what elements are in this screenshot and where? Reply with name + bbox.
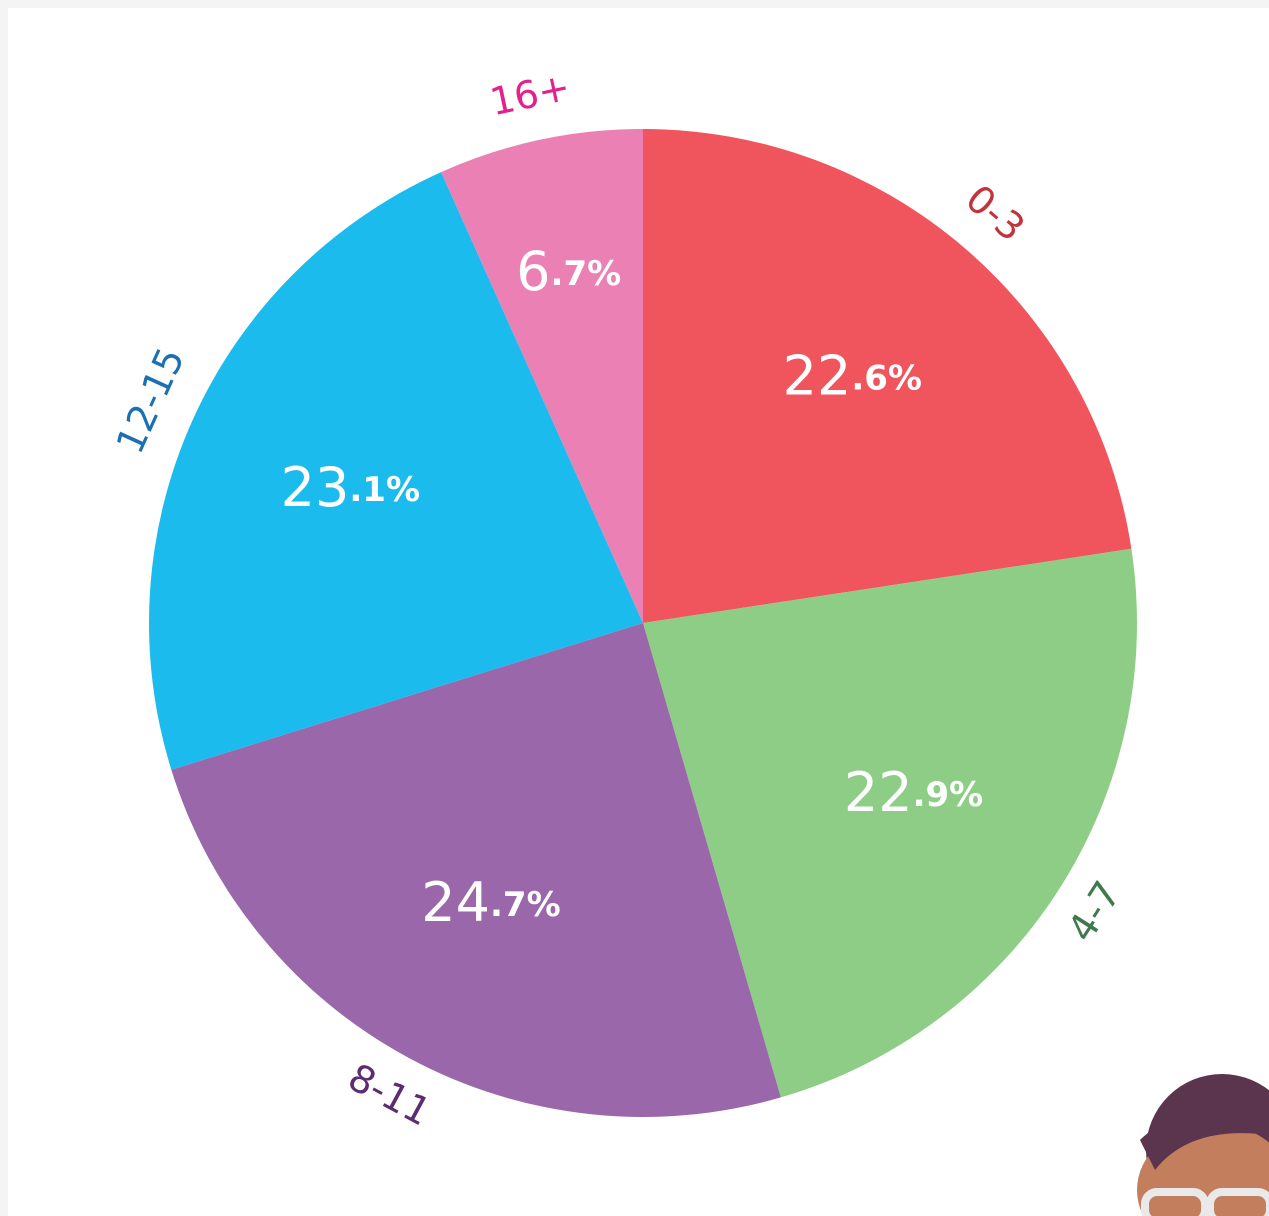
chart: 22.6%0-322.9%4-724.7%8-1123.1%12-156.7%1… (0, 0, 1269, 1216)
page: 22.6%0-322.9%4-724.7%8-1123.1%12-156.7%1… (0, 0, 1269, 1216)
